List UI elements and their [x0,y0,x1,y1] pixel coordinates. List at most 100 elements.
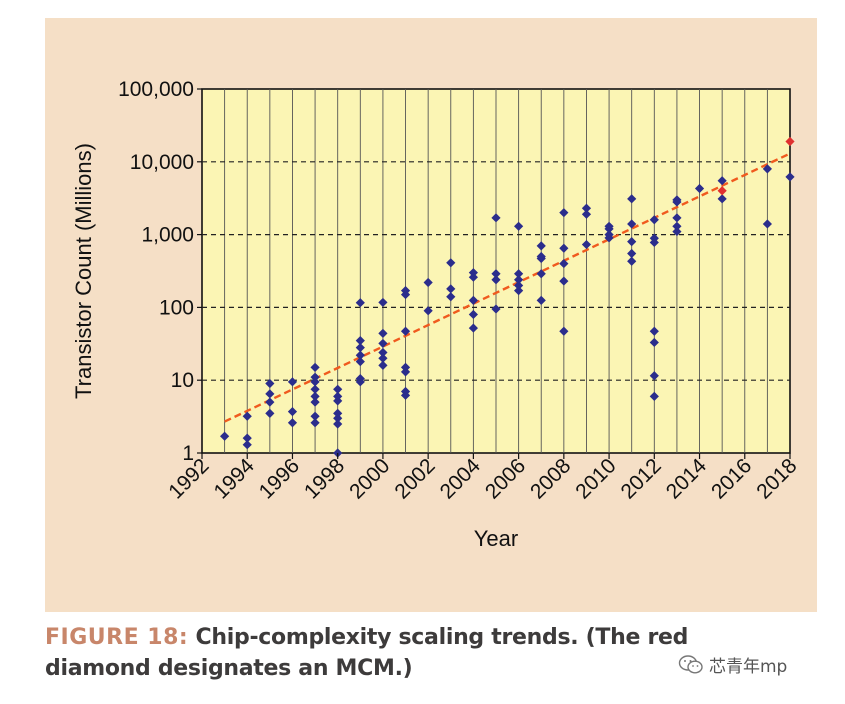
chip-point [717,176,727,186]
x-tick-label: 2000 [345,454,394,503]
x-tick-label: 2018 [752,454,801,503]
chip-point [400,326,411,336]
chip-point [649,215,659,225]
chip-point [400,362,411,372]
chip-point [649,326,659,336]
chip-point [468,295,478,305]
chip-point [446,284,456,294]
chip-point [581,209,592,219]
chip-point [378,338,388,349]
chip-point [559,276,569,286]
y-axis-title: Transistor Count (Millions) [71,143,96,399]
chip-point [423,306,433,316]
x-tick-label: 1998 [300,454,349,503]
chip-point [310,411,320,421]
x-tick-label: 2010 [571,454,620,503]
x-axis-title: Year [474,526,518,551]
chip-point [310,362,320,372]
chip-point [333,413,343,423]
x-tick-label: 2012 [617,454,666,503]
figure-caption: FIGURE 18: Chip-complexity scaling trend… [45,622,765,684]
chip-point [536,251,546,262]
chip-point [672,226,682,237]
chip-point [333,408,343,418]
caption-label: FIGURE 18: [45,625,189,650]
chip-point [514,221,524,231]
chip-point [514,286,524,296]
chip-point [468,323,478,333]
mcm-point [717,186,727,196]
chip-point [581,203,592,213]
chip-point [287,377,298,387]
chip-point [400,286,411,296]
chip-point [242,433,252,443]
chip-point [536,241,546,251]
chip-point [310,384,320,394]
chip-point [627,219,637,229]
x-tick-label: 1996 [255,454,304,503]
chip-point [287,407,298,417]
chip-point [762,164,772,174]
chip-point [536,269,546,279]
chip-point [649,391,659,401]
chip-point [491,275,501,285]
chip-point [400,386,411,397]
chip-point [672,221,682,231]
chip-point [717,194,727,204]
mcm-point [785,136,795,147]
chip-point [627,237,637,247]
chip-point [378,347,388,358]
chip-point [310,391,320,401]
y-tick-label: 10,000 [130,151,194,174]
chip-point [468,268,478,278]
y-tick-label: 1 [182,442,194,465]
scatter-chart: 1 10 100 1,000 10,000 100,000 199219941996199… [71,78,802,551]
chip-point [265,389,275,399]
chip-point [242,440,252,450]
y-tick-label: 100,000 [118,78,194,101]
watermark-text: 芯青年mp [709,657,788,677]
chip-point [310,418,320,428]
x-tick-label: 2014 [662,454,712,504]
chip-point [559,208,569,218]
chip-point [242,411,252,421]
chip-point [649,371,659,381]
caption-text: Chip-complexity scaling trends. (The red… [45,625,689,681]
chip-point [333,391,343,401]
x-tick-label: 2002 [390,454,439,503]
chip-point [649,337,659,348]
x-tick-label: 2008 [526,454,575,503]
watermark: 芯青年mp [678,652,787,677]
chip-point [378,328,388,338]
chip-point [491,304,501,314]
chip-point [423,277,433,288]
chip-point [355,350,365,360]
x-tick-label: 2006 [481,454,530,503]
chip-point [333,419,343,429]
chip-point [514,275,524,285]
chip-point [694,183,705,194]
chip-point [762,219,772,229]
x-tick-label: 2004 [436,454,486,504]
chip-point [355,343,365,353]
wechat-icon [678,654,703,674]
y-tick-labels: 1 10 100 1,000 10,000 100,000 [118,78,202,465]
chip-point [491,269,501,279]
chip-point [627,194,637,204]
chip-point [287,418,298,428]
chip-point [378,297,388,308]
chip-point [355,357,365,367]
y-tick-label: 1,000 [141,224,194,247]
chip-point [581,239,592,250]
chip-point [491,213,501,223]
chip-point [514,269,524,279]
chip-point [310,377,320,387]
chip-point [355,335,365,346]
y-tick-label: 10 [171,369,194,392]
x-tick-label: 1992 [164,454,213,503]
chip-point [672,195,682,205]
chip-point [378,360,388,370]
chip-point [672,213,682,223]
x-tick-labels: 1992199419961998200020022004200620082010… [164,453,802,504]
chip-point [559,326,569,336]
